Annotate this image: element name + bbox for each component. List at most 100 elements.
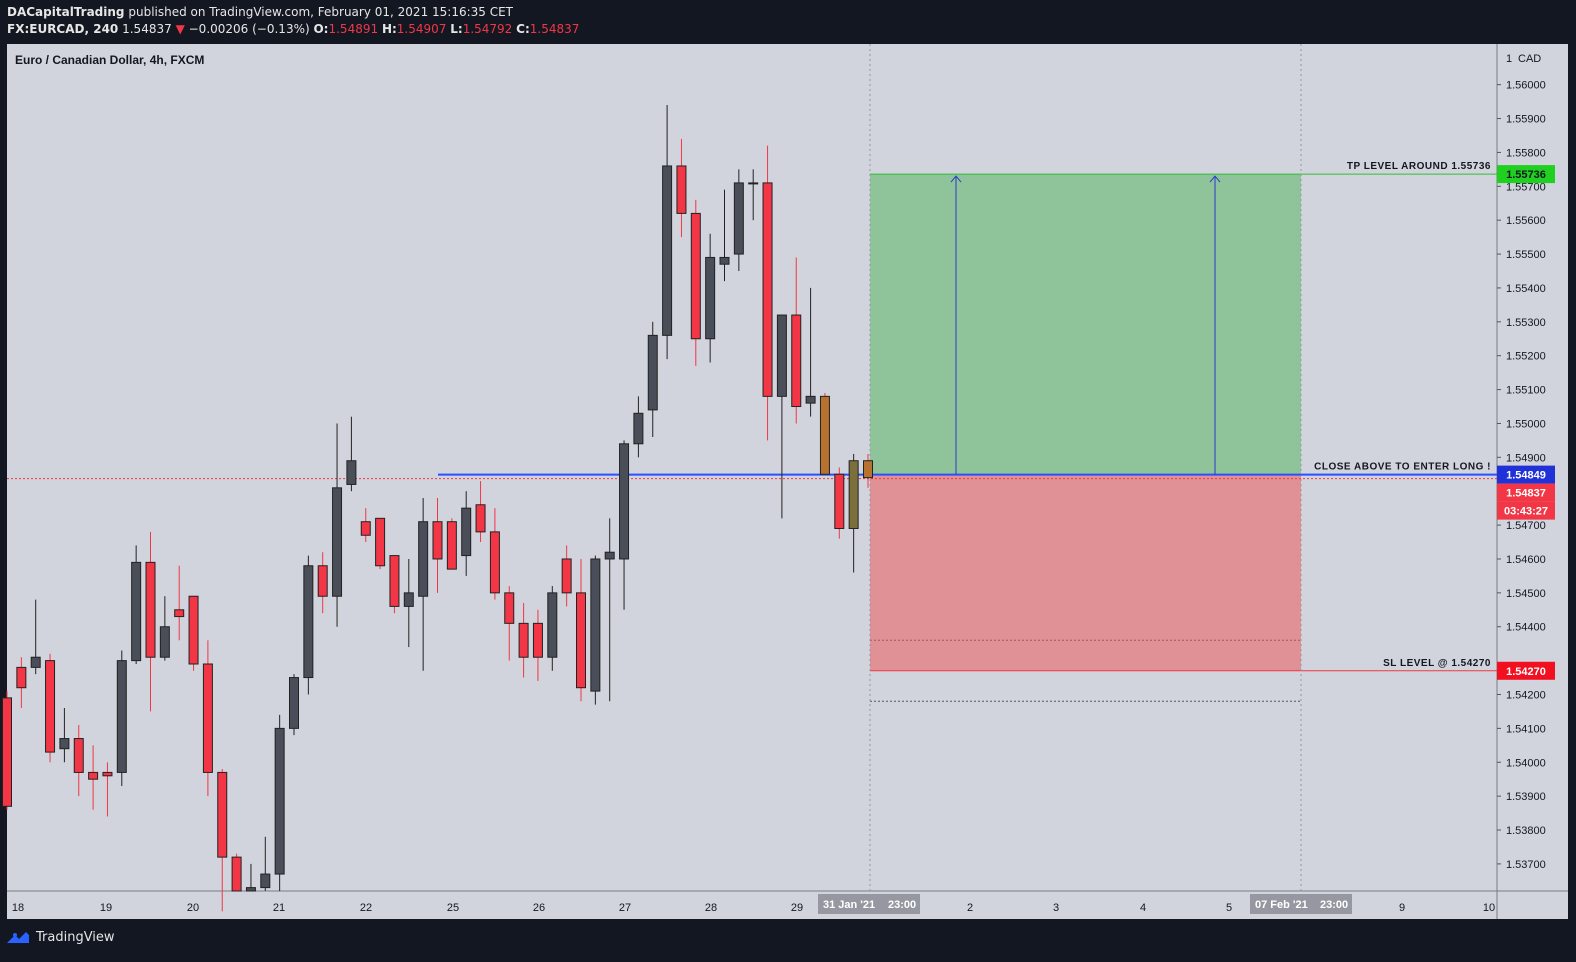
candle[interactable] <box>418 521 429 597</box>
candle[interactable] <box>274 727 285 875</box>
end-date-label: 07 Feb '21 <box>1255 899 1308 911</box>
candle[interactable] <box>159 626 170 658</box>
candle[interactable] <box>59 738 70 750</box>
x-tick-label: 20 <box>187 902 199 914</box>
candle[interactable] <box>389 555 400 607</box>
candle[interactable] <box>16 666 27 689</box>
candle[interactable] <box>102 771 113 777</box>
down-arrow-icon: ▼ <box>175 22 185 36</box>
y-tick-label: 1.54700 <box>1506 520 1546 532</box>
candle[interactable] <box>705 256 716 340</box>
candle[interactable] <box>848 460 859 529</box>
y-tick-label: 1.55200 <box>1506 351 1546 363</box>
candle[interactable] <box>776 314 787 397</box>
candle[interactable] <box>604 551 615 560</box>
candle[interactable] <box>360 521 371 536</box>
candle[interactable] <box>332 487 343 597</box>
candle[interactable] <box>30 656 41 668</box>
last-price-tag: 1.54837 <box>1506 488 1546 500</box>
candle[interactable] <box>547 592 558 658</box>
start-time-tag <box>818 894 920 914</box>
start-time-label: 23:00 <box>888 899 916 911</box>
symbol-info: FX:EURCAD, 240 1.54837 ▼ −0.00206 (−0.13… <box>7 22 579 36</box>
candle[interactable] <box>561 558 572 594</box>
y-tick-label: 1.55300 <box>1506 317 1546 329</box>
candle[interactable] <box>317 565 328 597</box>
candle[interactable] <box>576 592 586 689</box>
candle[interactable] <box>145 561 156 658</box>
candle[interactable] <box>446 521 457 570</box>
candle[interactable] <box>461 507 472 557</box>
candle[interactable] <box>676 165 687 214</box>
candle[interactable] <box>202 663 213 773</box>
y-tick-label: 1.54200 <box>1506 689 1546 701</box>
candle[interactable] <box>346 460 357 485</box>
candle[interactable] <box>690 212 701 340</box>
scale-mode-label[interactable]: 1 <box>1506 53 1512 65</box>
candle[interactable] <box>518 622 529 658</box>
arrow-up-icon <box>1209 175 1221 183</box>
candle[interactable] <box>805 395 816 404</box>
candle[interactable] <box>231 856 242 892</box>
candle[interactable] <box>475 504 486 533</box>
author-name[interactable]: DACapitalTrading <box>7 5 125 19</box>
candle[interactable] <box>733 182 744 255</box>
candle[interactable] <box>647 334 658 411</box>
candle[interactable] <box>260 873 271 889</box>
candle[interactable] <box>532 622 543 658</box>
candle[interactable] <box>116 660 127 773</box>
profit-zone[interactable] <box>870 174 1301 475</box>
candle[interactable] <box>619 443 630 560</box>
high-label: H: <box>381 22 397 36</box>
candle[interactable] <box>217 771 228 858</box>
candle[interactable] <box>188 595 199 665</box>
footer-brand: TradingView <box>6 929 115 945</box>
y-tick-label: 1.55700 <box>1506 181 1546 193</box>
candle[interactable] <box>88 771 99 780</box>
candle[interactable] <box>432 521 443 560</box>
candle[interactable] <box>662 165 673 336</box>
countdown-tag: 03:43:27 <box>1504 506 1548 518</box>
candle[interactable] <box>834 473 845 529</box>
candle[interactable] <box>289 677 299 729</box>
candle[interactable] <box>791 314 802 408</box>
candle[interactable] <box>45 660 56 753</box>
low-label: L: <box>450 22 463 36</box>
chart-title: Euro / Canadian Dollar, 4h, FXCM <box>15 53 204 67</box>
candle[interactable] <box>590 558 601 692</box>
candle[interactable] <box>489 531 500 594</box>
candle[interactable] <box>748 182 759 185</box>
x-tick-label: 9 <box>1399 902 1405 914</box>
candle[interactable] <box>633 412 644 445</box>
candle[interactable] <box>303 565 314 679</box>
y-tick-label: 1.54600 <box>1506 554 1546 566</box>
brand-name[interactable]: TradingView <box>36 929 115 945</box>
candle[interactable] <box>131 561 142 662</box>
close-value: 1.54837 <box>529 22 580 36</box>
candle[interactable] <box>245 887 256 892</box>
candle[interactable] <box>819 395 830 475</box>
y-tick-label: 1.55400 <box>1506 283 1546 295</box>
candle[interactable] <box>863 460 873 479</box>
candle[interactable] <box>2 697 12 807</box>
loss-zone[interactable] <box>870 474 1301 671</box>
candle[interactable] <box>73 738 84 773</box>
candle[interactable] <box>719 256 730 265</box>
candle[interactable] <box>762 182 773 397</box>
x-tick-label: 19 <box>100 902 112 914</box>
candle[interactable] <box>504 592 515 624</box>
candle[interactable] <box>174 609 185 618</box>
tp-level-label: TP LEVEL AROUND 1.55736 <box>1347 161 1491 172</box>
x-tick-label: 5 <box>1226 902 1232 914</box>
close-label: C: <box>516 22 530 36</box>
price-change: −0.00206 (−0.13%) <box>188 22 310 36</box>
y-tick-label: 1.54500 <box>1506 588 1546 600</box>
candle[interactable] <box>403 592 414 607</box>
y-tick-label: 1.54400 <box>1506 622 1546 634</box>
x-tick-label: 4 <box>1140 902 1146 914</box>
x-tick-label: 28 <box>705 902 717 914</box>
y-tick-label: 1.55500 <box>1506 249 1546 261</box>
candle[interactable] <box>375 517 386 567</box>
open-label: O: <box>313 22 329 36</box>
